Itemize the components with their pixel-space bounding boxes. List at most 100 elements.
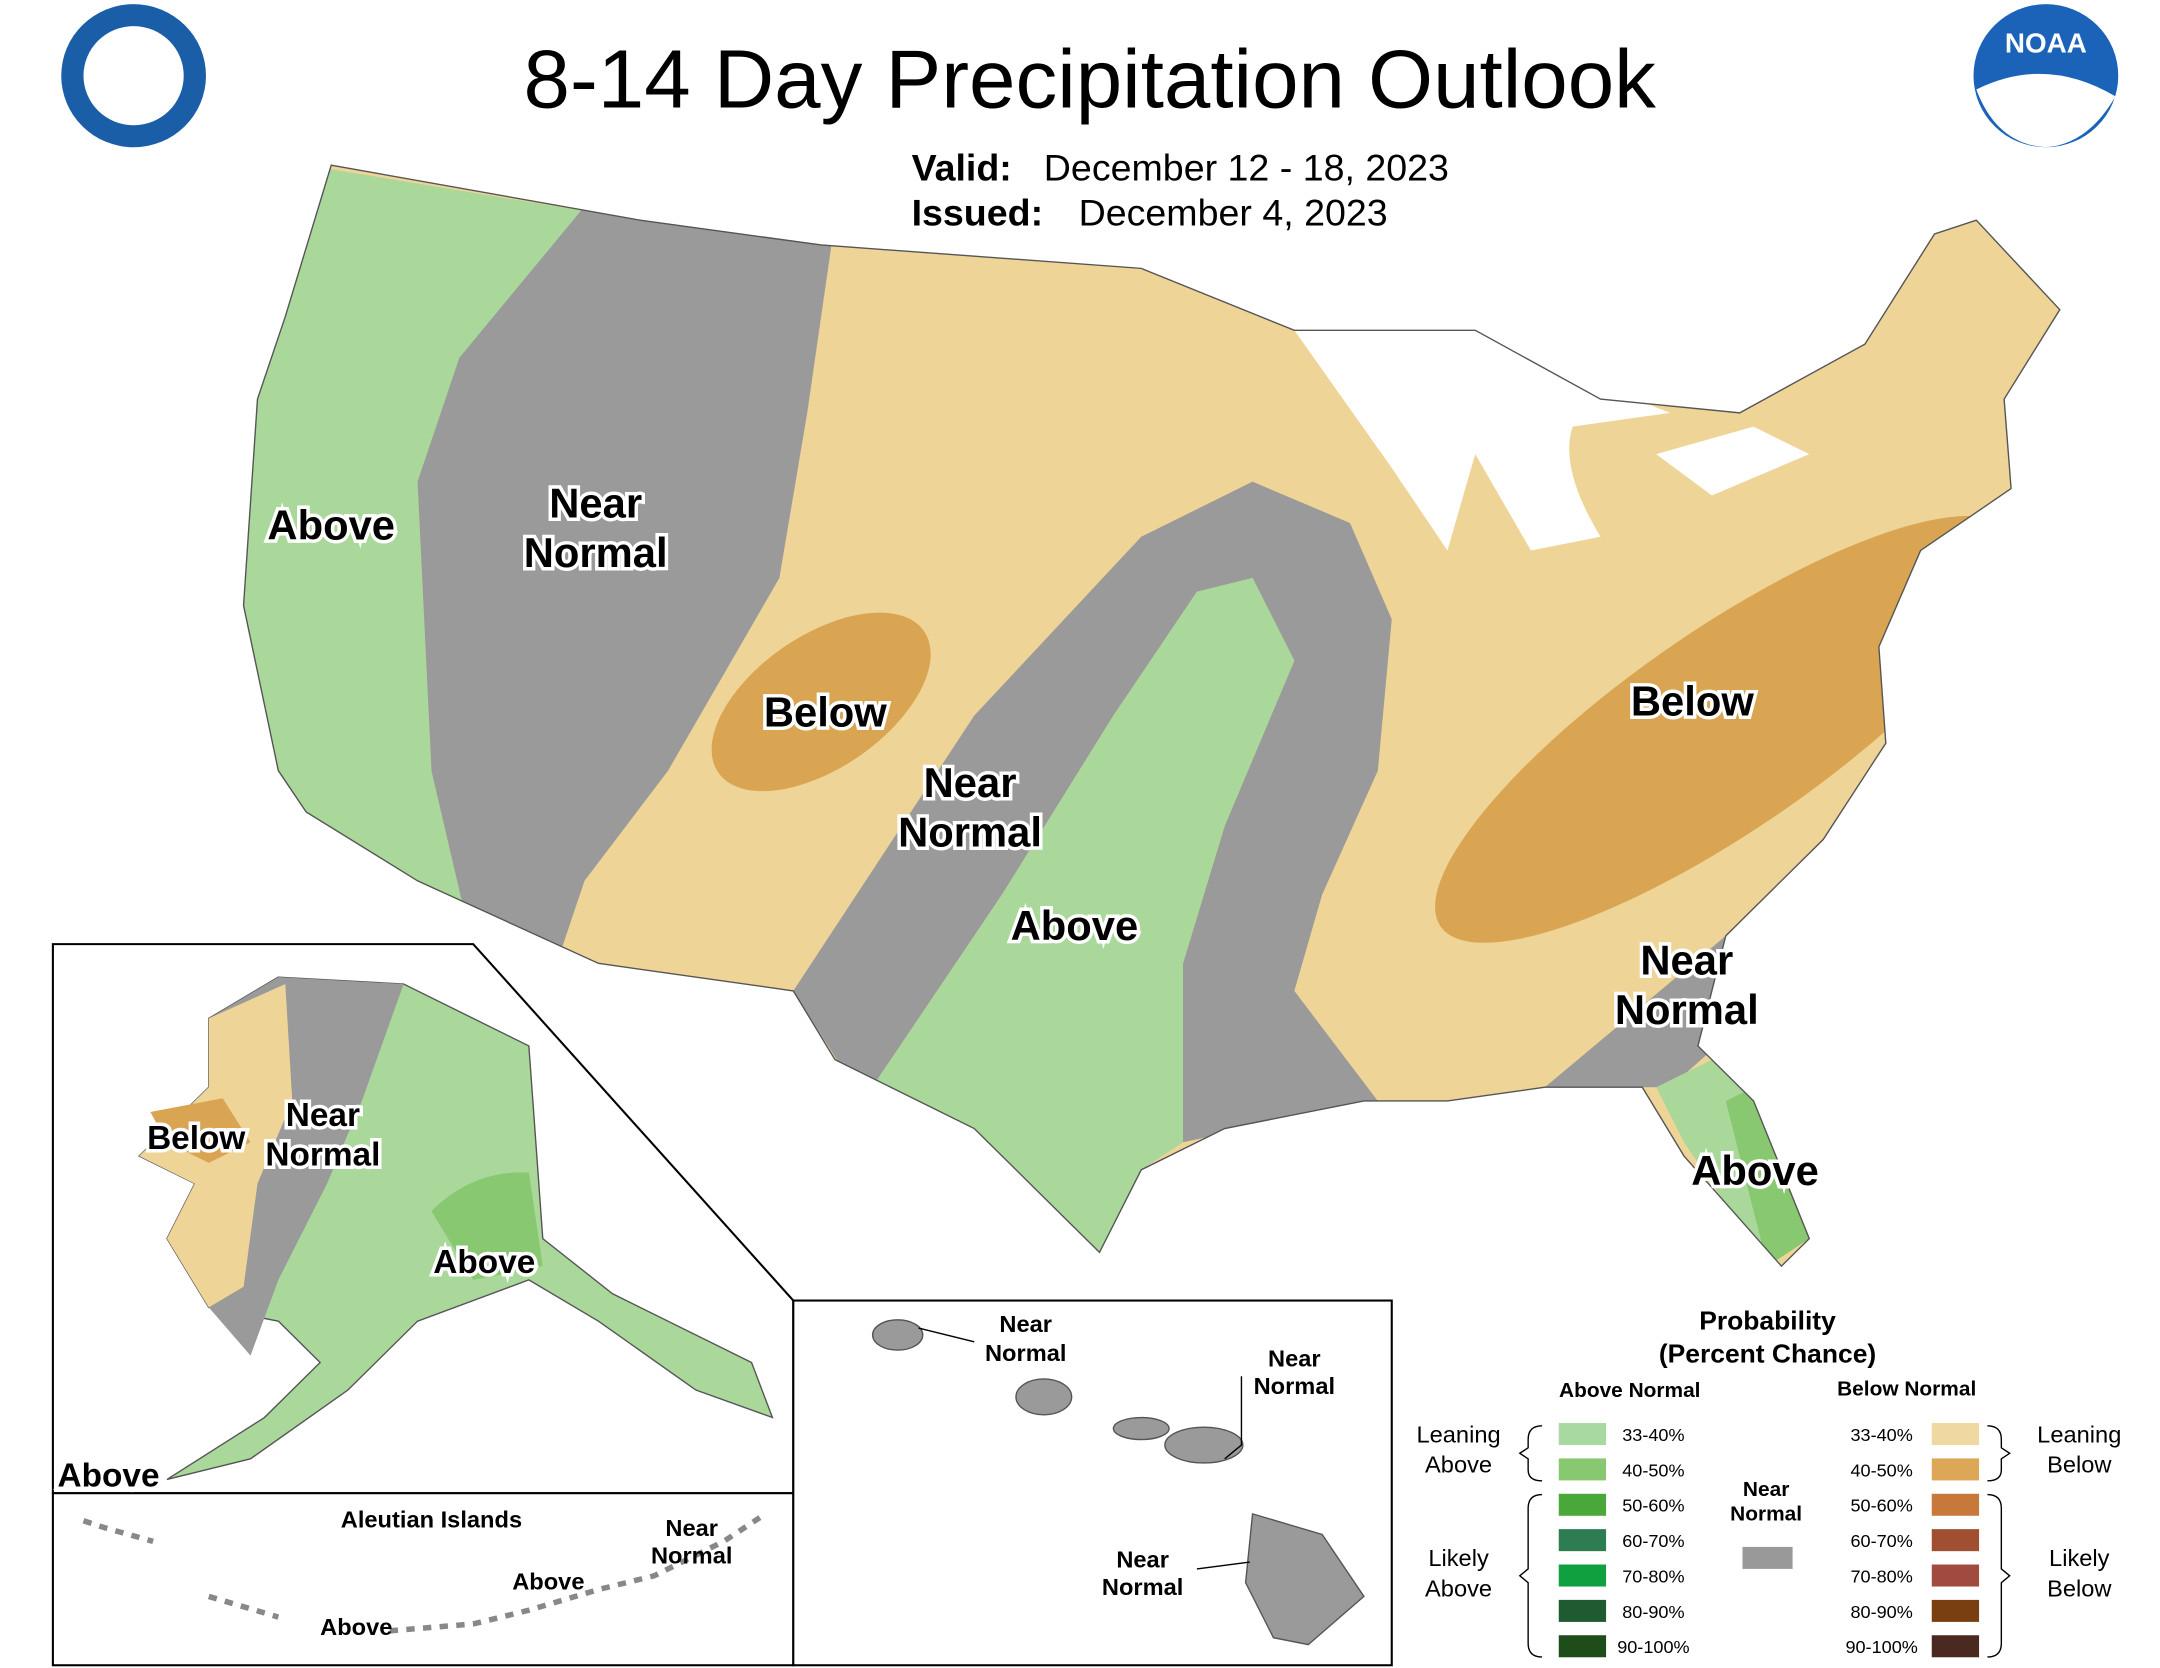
- legend-near-normal: Normal: [1730, 1503, 1802, 1526]
- legend-swatch: [1558, 1423, 1607, 1446]
- below-area: [711, 612, 931, 792]
- legend-item-label: 90-100%: [1845, 1637, 1917, 1657]
- issued-label: Issued:: [912, 192, 1044, 234]
- leader-line: [918, 1327, 1250, 1570]
- region-label: Near: [1116, 1547, 1169, 1573]
- alaska-below: [150, 1098, 251, 1163]
- legend: Probability (Percent Chance) Above Norma…: [1416, 1306, 2121, 1658]
- aleutian-frame: [51, 1492, 795, 1667]
- region-label: Below: [764, 689, 888, 736]
- near-normal-area: [793, 481, 1392, 1143]
- island: [1244, 1512, 1365, 1646]
- legend-item-label: 33-40%: [1622, 1425, 1684, 1445]
- aleutian-title: Aleutian Islands: [341, 1507, 522, 1533]
- valid-date: December 12 - 18, 2023: [1044, 146, 1449, 188]
- region-label: Above: [512, 1569, 584, 1595]
- region-label: Normal: [1615, 986, 1759, 1033]
- aleutian-islands: [82, 1511, 768, 1634]
- island: [1015, 1378, 1073, 1416]
- region-label: Above: [58, 1457, 160, 1494]
- legend-item-label: 80-90%: [1850, 1602, 1912, 1622]
- region-label: Below: [147, 1120, 245, 1157]
- near-normal-area: [417, 206, 836, 964]
- legend-swatch: [1931, 1635, 1980, 1658]
- legend-group: Above: [1425, 1452, 1492, 1478]
- legend-swatch: [1558, 1635, 1607, 1658]
- legend-item-label: 70-80%: [1850, 1566, 1912, 1586]
- legend-swatch: [1931, 1529, 1980, 1552]
- legend-header: Below Normal: [1837, 1378, 1976, 1401]
- legend-title: (Percent Chance): [1659, 1339, 1876, 1369]
- conus: [243, 165, 2060, 1267]
- region-label: Normal: [265, 1137, 380, 1174]
- region-label: Below: [1631, 678, 1755, 725]
- valid-label: Valid:: [912, 146, 1012, 188]
- region-label: Normal: [985, 1340, 1066, 1366]
- region-label: Above: [1011, 902, 1139, 949]
- region-label: Normal: [898, 809, 1042, 856]
- alaska-above-40: [431, 1172, 543, 1280]
- region-label: Above: [267, 502, 395, 549]
- legend-item-label: 70-80%: [1622, 1566, 1684, 1586]
- legend-swatch: [1558, 1493, 1607, 1516]
- legend-group: Below: [2047, 1576, 2112, 1602]
- legend-swatch: [1742, 1546, 1793, 1569]
- island: [1112, 1416, 1170, 1441]
- region-label: Near: [1640, 937, 1733, 984]
- region-label: Near: [999, 1311, 1052, 1337]
- region-label: Normal: [651, 1543, 732, 1569]
- region-label: Near: [1268, 1346, 1321, 1372]
- legend-group: Likely: [1428, 1545, 1489, 1571]
- below-area: [1435, 516, 2017, 943]
- legend-swatch: [1931, 1423, 1980, 1446]
- legend-swatch: [1558, 1599, 1607, 1622]
- noaa-text: NOAA: [2005, 27, 2087, 58]
- island: [1164, 1426, 1244, 1464]
- region-label: Above: [433, 1244, 535, 1281]
- legend-title: Probability: [1699, 1306, 1836, 1336]
- above-area: [862, 578, 1295, 1253]
- legend-group: Below: [2047, 1452, 2112, 1478]
- conus-outline: [242, 164, 2061, 1268]
- region-label: Normal: [1254, 1373, 1335, 1399]
- region-label: Above: [1691, 1147, 1819, 1194]
- legend-item-label: 60-70%: [1622, 1531, 1684, 1551]
- region-label: Near: [924, 759, 1017, 806]
- legend-swatch: [1558, 1529, 1607, 1552]
- legend-item-label: 80-90%: [1622, 1602, 1684, 1622]
- legend-group: Leaning: [2037, 1421, 2121, 1447]
- legend-swatch: [1558, 1564, 1607, 1587]
- legend-item-label: 60-70%: [1850, 1531, 1912, 1551]
- region-label: Near: [286, 1097, 360, 1134]
- legend-item-label: 90-100%: [1617, 1637, 1689, 1657]
- legend-swatch: [1931, 1493, 1980, 1516]
- island: [871, 1319, 924, 1351]
- legend-group: Leaning: [1416, 1421, 1500, 1447]
- legend-group: Likely: [2049, 1545, 2110, 1571]
- legend-group: Above: [1425, 1576, 1492, 1602]
- great-lakes: [1656, 426, 1810, 496]
- region-label: Normal: [1102, 1574, 1183, 1600]
- region-label: Near: [549, 480, 642, 527]
- legend-swatch: [1558, 1458, 1607, 1481]
- title: 8-14 Day Precipitation Outlook: [524, 33, 1657, 125]
- region-label: Above: [320, 1614, 392, 1640]
- legend-item-label: 40-50%: [1850, 1460, 1912, 1480]
- legend-item-label: 50-60%: [1850, 1496, 1912, 1516]
- legend-item-label: 50-60%: [1622, 1496, 1684, 1516]
- legend-swatch: [1931, 1458, 1980, 1481]
- great-lakes: [1294, 298, 1671, 551]
- issued-date: December 4, 2023: [1079, 192, 1388, 234]
- legend-swatch: [1931, 1599, 1980, 1622]
- legend-swatch: [1931, 1564, 1980, 1587]
- legend-near-normal: Near: [1743, 1478, 1789, 1501]
- noaa-gull: [1976, 73, 2116, 148]
- legend-item-label: 33-40%: [1850, 1425, 1912, 1445]
- legend-header: Above Normal: [1559, 1379, 1700, 1402]
- region-label: Normal: [524, 529, 668, 576]
- legend-brace: [1518, 1425, 2011, 1658]
- commerce-seal-inner: [83, 26, 184, 126]
- legend-item-label: 40-50%: [1622, 1460, 1684, 1480]
